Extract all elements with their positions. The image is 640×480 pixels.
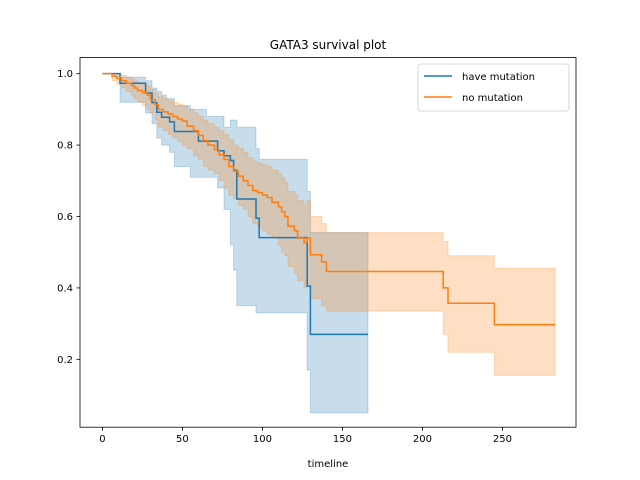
y-axis-ticks: 0.2 0.4 0.6 0.8 1.0 (57, 69, 80, 366)
y-tick-label: 0.6 (57, 212, 73, 223)
chart-title: GATA3 survival plot (270, 38, 387, 52)
x-axis-title: timeline (308, 459, 349, 470)
legend: have mutation no mutation (417, 63, 570, 112)
x-tick-label: 200 (413, 434, 432, 445)
legend-label-no-mutation: no mutation (462, 93, 523, 104)
x-tick-label: 0 (99, 434, 105, 445)
legend-box (417, 63, 570, 112)
legend-label-have-mutation: have mutation (462, 72, 535, 83)
y-tick-label: 0.4 (57, 283, 73, 294)
y-tick-label: 0.8 (57, 141, 73, 152)
x-tick-label: 250 (493, 434, 512, 445)
y-tick-label: 1.0 (57, 69, 73, 80)
x-axis-ticks: 0 50 100 150 200 250 (99, 427, 512, 445)
x-tick-label: 50 (176, 434, 189, 445)
x-tick-label: 150 (333, 434, 352, 445)
survival-line-no-mutation (102, 72, 556, 326)
plot-frame (79, 57, 577, 428)
ci-band-have-mutation (102, 73, 369, 414)
y-tick-label: 0.2 (57, 355, 73, 366)
x-tick-label: 100 (253, 434, 272, 445)
survival-curves (102, 72, 556, 336)
